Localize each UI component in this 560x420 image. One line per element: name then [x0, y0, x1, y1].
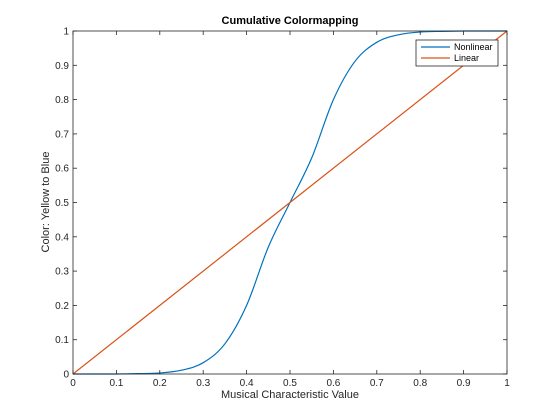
x-tick-label: 0.3 [196, 378, 210, 389]
y-tick-label: 0.1 [55, 335, 69, 346]
x-tick-label: 0.6 [326, 378, 340, 389]
x-tick-label: 0.5 [283, 378, 297, 389]
x-tick-label: 0.9 [457, 378, 471, 389]
y-axis-label: Color: Yellow to Blue [40, 152, 52, 253]
x-tick-label: 0.1 [109, 378, 123, 389]
y-tick-label: 0 [63, 370, 69, 381]
legend-label-linear: Linear [454, 53, 479, 63]
x-axis-label: Musical Characteristic Value [221, 389, 359, 401]
x-tick-label: 1 [504, 378, 510, 389]
y-tick-label: 0.7 [55, 129, 69, 140]
y-tick-label: 0.4 [55, 232, 69, 243]
y-tick-label: 0.8 [55, 95, 69, 106]
x-tick-label: 0.7 [370, 378, 384, 389]
y-tick-label: 0.5 [55, 198, 69, 209]
x-tick-label: 0.8 [413, 378, 427, 389]
chart-title: Cumulative Colormapping [222, 15, 359, 27]
x-tick-label: 0.2 [153, 378, 167, 389]
y-tick-label: 0.9 [55, 61, 69, 72]
x-tick-label: 0.4 [240, 378, 254, 389]
y-tick-label: 0.2 [55, 301, 69, 312]
y-tick-label: 0.6 [55, 164, 69, 175]
y-tick-label: 1 [63, 27, 69, 38]
y-tick-label: 0.3 [55, 267, 69, 278]
x-tick-label: 0 [70, 378, 76, 389]
legend-label-nonlinear: Nonlinear [454, 42, 493, 52]
